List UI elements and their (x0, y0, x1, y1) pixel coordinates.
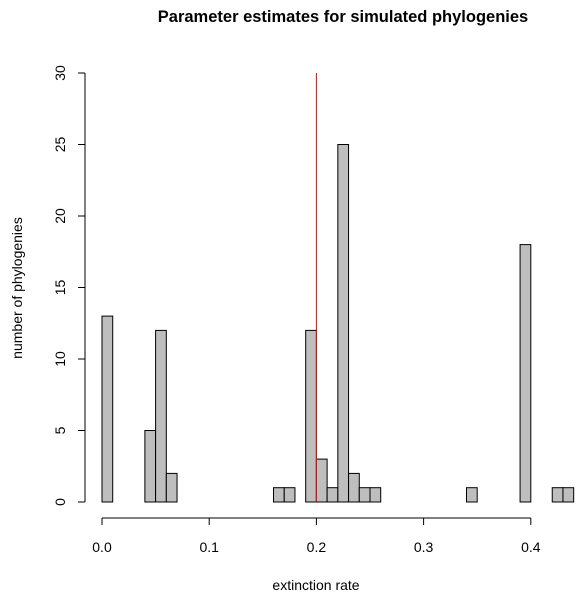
y-tick-label: 30 (52, 65, 68, 81)
histogram-bar (337, 144, 350, 503)
histogram-bar (283, 487, 296, 503)
histogram-bar (348, 472, 360, 503)
x-tick-label: 0.2 (307, 539, 327, 555)
y-tick-label: 20 (52, 208, 68, 224)
histogram-bar (519, 244, 532, 503)
histogram-bar (315, 458, 328, 503)
histogram-bar (369, 487, 382, 503)
y-tick-label: 10 (52, 351, 68, 367)
histogram-bar (144, 430, 157, 503)
histogram-bar (562, 487, 575, 503)
x-tick-label: 0.1 (199, 539, 219, 555)
histogram-bar (305, 329, 317, 503)
x-axis: 0.0 0.1 0.2 0.3 0.4 (92, 517, 541, 555)
y-tick-label: 5 (52, 426, 68, 434)
histogram-bar (165, 472, 178, 503)
histogram-bar (358, 487, 371, 503)
histogram-bar (273, 487, 285, 503)
histogram-bar (551, 487, 564, 503)
y-axis: 0 5 10 15 20 25 30 (52, 65, 86, 506)
y-axis-label: number of phylogenies (9, 217, 25, 359)
x-tick-label: 0.3 (414, 539, 434, 555)
x-tick-label: 0.4 (521, 539, 541, 555)
y-tick-label: 15 (52, 280, 68, 296)
histogram-bar (101, 315, 114, 503)
x-tick-label: 0.0 (92, 539, 112, 555)
bars-group (101, 144, 575, 503)
chart-title: Parameter estimates for simulated phylog… (158, 8, 528, 26)
y-tick-label: 25 (52, 137, 68, 153)
histogram-bar (465, 487, 478, 503)
histogram-bar (155, 329, 167, 503)
y-tick-label: 0 (52, 498, 68, 506)
x-axis-label: extinction rate (272, 577, 359, 593)
histogram-bar (326, 487, 339, 503)
